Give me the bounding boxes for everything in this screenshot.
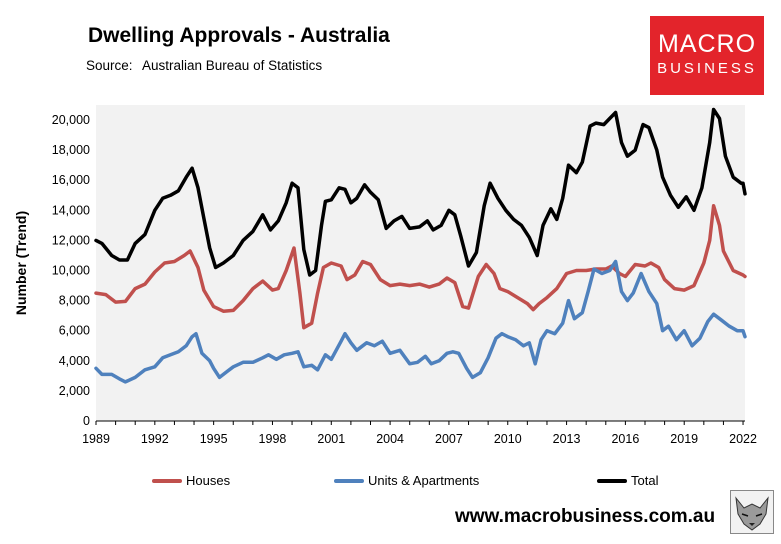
y-tick-label: 2,000 [59, 384, 90, 398]
source-label: Source: [86, 58, 133, 73]
y-tick-label: 16,000 [52, 173, 90, 187]
x-tick-label: 1992 [141, 432, 169, 446]
legend-label-units: Units & Apartments [368, 473, 480, 488]
total-line [94, 107, 747, 277]
legend-item-houses: Houses [152, 473, 230, 488]
x-tick-label: 1998 [259, 432, 287, 446]
x-tick-label: 2019 [670, 432, 698, 446]
x-tick-label: 2004 [376, 432, 404, 446]
x-tick-label: 2013 [553, 432, 581, 446]
y-axis: 0 2,000 4,000 6,000 8,000 10,000 12,000 14,000 1… [52, 113, 90, 428]
logo-text-business: BUSINESS [657, 60, 757, 77]
legend-swatch-total [597, 478, 627, 483]
houses-line [94, 204, 747, 330]
legend-swatch-houses [152, 478, 182, 483]
legend-label-houses: Houses [186, 473, 231, 488]
x-tick-label: 2010 [494, 432, 522, 446]
series-lines [94, 107, 747, 384]
x-tick-label: 1989 [82, 432, 110, 446]
website-url: www.macrobusiness.com.au [455, 506, 716, 527]
chart-title: Dwelling Approvals - Australia [88, 24, 390, 47]
y-tick-label: 14,000 [52, 203, 90, 217]
legend-item-units: Units & Apartments [334, 473, 479, 488]
legend-item-total: Total [597, 473, 658, 488]
x-axis: 1989 1992 1995 1998 2001 2004 2007 2010 2013 2016… [82, 420, 757, 446]
source-value: Australian Bureau of Statistics [142, 58, 323, 73]
y-tick-label: 4,000 [59, 354, 90, 368]
macrobusiness-logo: MACRO BUSINESS [650, 16, 764, 95]
logo-text-macro: MACRO [657, 30, 757, 58]
y-tick-label: 18,000 [52, 143, 90, 157]
units-apartments-line [94, 259, 747, 384]
fox-logo-icon [730, 490, 774, 534]
y-tick-label: 12,000 [52, 233, 90, 247]
x-tick-label: 2007 [435, 432, 463, 446]
y-tick-label: 0 [83, 414, 90, 428]
y-tick-label: 20,000 [52, 113, 90, 127]
x-tick-label: 2022 [729, 432, 757, 446]
y-axis-label: Number (Trend) [13, 211, 29, 315]
x-tick-label: 2001 [317, 432, 345, 446]
y-tick-label: 8,000 [59, 294, 90, 308]
y-tick-label: 10,000 [52, 264, 90, 278]
x-tick-label: 1995 [200, 432, 228, 446]
y-tick-label: 6,000 [59, 324, 90, 338]
legend-label-total: Total [631, 473, 659, 488]
x-tick-label: 2016 [611, 432, 639, 446]
legend-swatch-units [334, 478, 364, 483]
